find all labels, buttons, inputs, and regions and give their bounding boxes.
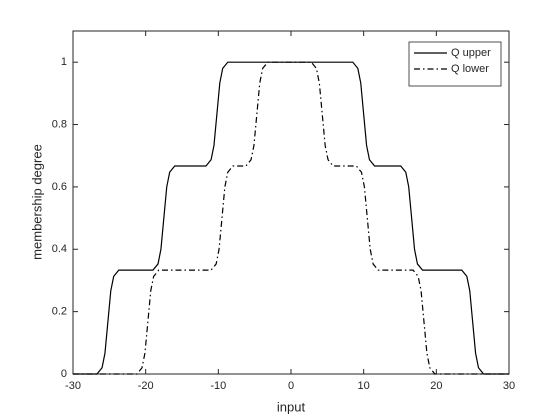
axes-box xyxy=(72,30,510,375)
y-tick-label: 0.8 xyxy=(52,118,67,130)
x-tick-label: 0 xyxy=(288,380,294,392)
series-line xyxy=(73,61,509,375)
legend-box xyxy=(408,41,502,87)
x-tick-label: 20 xyxy=(430,380,442,392)
y-tick-label: 0.2 xyxy=(52,306,67,318)
y-tick-label: 1 xyxy=(61,56,67,68)
y-axis-label: membership degree xyxy=(29,144,44,260)
x-tick-label: 30 xyxy=(503,380,515,392)
y-tick-label: 0.4 xyxy=(52,243,67,255)
y-tick-label: 0 xyxy=(61,368,67,380)
legend-label: Q lower xyxy=(451,63,489,75)
x-axis-label: input xyxy=(277,399,306,414)
y-tick-label: 0.6 xyxy=(52,181,67,193)
x-tick-label: 10 xyxy=(358,380,370,392)
legend-label: Q upper xyxy=(451,47,491,59)
x-tick-label: -20 xyxy=(138,380,154,392)
x-tick-label: -10 xyxy=(210,380,226,392)
x-tick-label: -30 xyxy=(65,380,81,392)
